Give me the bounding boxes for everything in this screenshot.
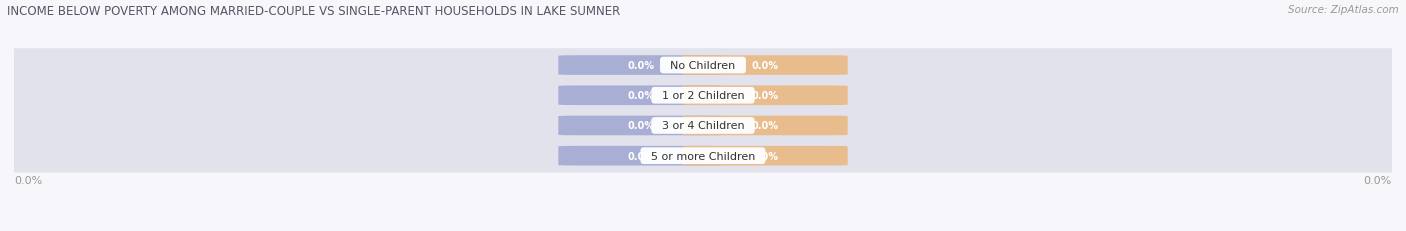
Text: No Children: No Children xyxy=(664,61,742,71)
Text: 3 or 4 Children: 3 or 4 Children xyxy=(655,121,751,131)
FancyBboxPatch shape xyxy=(682,146,848,166)
Text: INCOME BELOW POVERTY AMONG MARRIED-COUPLE VS SINGLE-PARENT HOUSEHOLDS IN LAKE SU: INCOME BELOW POVERTY AMONG MARRIED-COUPL… xyxy=(7,5,620,18)
Text: 5 or more Children: 5 or more Children xyxy=(644,151,762,161)
FancyBboxPatch shape xyxy=(0,139,1406,173)
FancyBboxPatch shape xyxy=(682,56,848,76)
FancyBboxPatch shape xyxy=(682,86,848,106)
Text: 0.0%: 0.0% xyxy=(627,151,655,161)
Text: 0.0%: 0.0% xyxy=(751,61,779,71)
Text: 0.0%: 0.0% xyxy=(14,176,42,185)
Text: 0.0%: 0.0% xyxy=(627,121,655,131)
FancyBboxPatch shape xyxy=(0,49,1406,82)
FancyBboxPatch shape xyxy=(558,86,724,106)
Text: 0.0%: 0.0% xyxy=(751,121,779,131)
FancyBboxPatch shape xyxy=(682,116,848,136)
Text: 0.0%: 0.0% xyxy=(627,61,655,71)
FancyBboxPatch shape xyxy=(558,116,724,136)
FancyBboxPatch shape xyxy=(0,79,1406,112)
FancyBboxPatch shape xyxy=(558,146,724,166)
Text: 0.0%: 0.0% xyxy=(751,151,779,161)
Text: 0.0%: 0.0% xyxy=(1364,176,1392,185)
Text: 0.0%: 0.0% xyxy=(627,91,655,101)
Text: Source: ZipAtlas.com: Source: ZipAtlas.com xyxy=(1288,5,1399,15)
Text: 0.0%: 0.0% xyxy=(751,91,779,101)
FancyBboxPatch shape xyxy=(0,109,1406,143)
FancyBboxPatch shape xyxy=(558,56,724,76)
Text: 1 or 2 Children: 1 or 2 Children xyxy=(655,91,751,101)
